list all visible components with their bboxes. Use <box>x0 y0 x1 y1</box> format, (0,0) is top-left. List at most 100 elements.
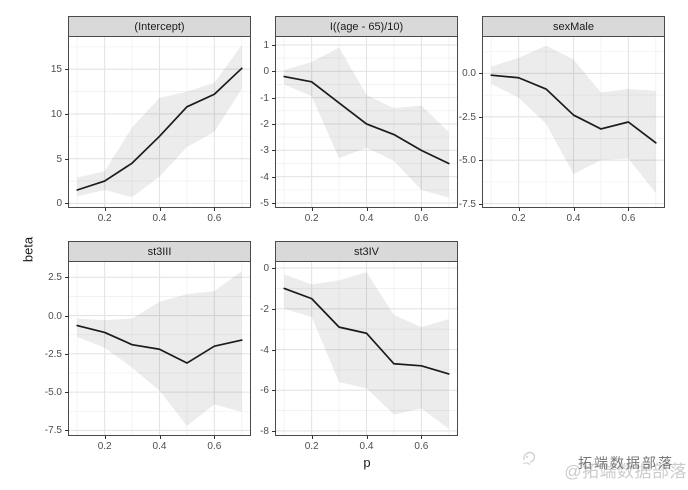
facet-panel-st3iii: st3III 2.5 0.0 -2.5 -5.0 -7.5 0.2 0.4 0.6 <box>45 241 251 452</box>
facet-plot-area: 0 -2 -4 -6 -8 0.2 0.4 0.6 <box>260 261 458 452</box>
x-tick-mark <box>214 435 216 439</box>
y-tick-label: -2 <box>260 303 269 315</box>
y-tick-label: 0.0 <box>462 68 476 80</box>
facet-panel-intercept: (Intercept) 15 10 5 0 0.2 0.4 0.6 <box>51 16 251 224</box>
x-axis-title: p <box>363 455 371 470</box>
y-tick-label: 10 <box>50 108 62 120</box>
y-tick-mark <box>65 203 69 205</box>
y-tick-label: 0 <box>263 66 269 78</box>
x-tick-mark <box>573 207 575 211</box>
y-tick-mark <box>272 176 276 178</box>
x-tick-mark <box>366 435 368 439</box>
x-tick-label: 0.6 <box>621 213 636 224</box>
y-tick-mark <box>272 97 276 99</box>
y-tick-label: -2 <box>260 118 269 130</box>
y-tick-mark <box>65 315 69 317</box>
facet-strip: (Intercept) <box>68 16 251 37</box>
facet-strip-label: (Intercept) <box>134 20 185 33</box>
y-tick-mark <box>272 71 276 73</box>
facet-panel-st3iv: st3IV 0 -2 -4 -6 -8 0.2 0.4 0.6 <box>260 241 458 452</box>
x-tick-mark <box>104 435 106 439</box>
y-tick-label: -5 <box>260 198 269 210</box>
y-tick-label: 15 <box>50 64 62 76</box>
x-tick-label: 0.2 <box>304 213 319 224</box>
facet-strip: sexMale <box>482 16 665 37</box>
facet-plot-svg <box>276 262 457 435</box>
watermark: @拓端数据部落 拓端数据部落 <box>518 436 688 488</box>
x-tick-mark <box>421 435 423 439</box>
y-tick-mark <box>479 160 483 162</box>
y-tick-label: -2.5 <box>44 348 62 360</box>
x-tick-label: 0.6 <box>414 213 429 224</box>
y-tick-label: 0 <box>263 263 269 275</box>
x-tick-label: 0.4 <box>359 213 374 224</box>
y-tick-mark <box>65 430 69 432</box>
y-tick-mark <box>479 203 483 205</box>
y-tick-label: -1 <box>260 92 269 104</box>
y-tick-label: -5.0 <box>44 387 62 399</box>
y-tick-label: -7.5 <box>44 425 62 437</box>
facet-panel-sexmale: sexMale 0.0 -2.5 -5.0 -7.5 0.2 0.4 0.6 <box>459 16 665 224</box>
scribble-logo-icon <box>522 451 536 466</box>
y-tick-label: -7.5 <box>458 198 476 210</box>
x-tick-mark <box>104 207 106 211</box>
y-tick-label: 1 <box>263 39 269 51</box>
x-tick-label: 0.6 <box>207 213 222 224</box>
x-tick-label: 0.4 <box>359 441 374 452</box>
x-tick-label: 0.4 <box>152 441 167 452</box>
x-tick-mark <box>366 207 368 211</box>
y-tick-mark <box>272 44 276 46</box>
x-tick-label: 0.6 <box>414 441 429 452</box>
x-tick-mark <box>159 435 161 439</box>
x-tick-label: 0.4 <box>566 213 581 224</box>
y-tick-mark <box>272 430 276 432</box>
y-tick-mark <box>65 392 69 394</box>
y-tick-mark <box>272 308 276 310</box>
facet-strip-label: st3III <box>147 245 172 258</box>
x-tick-mark <box>628 207 630 211</box>
facet-plot-svg <box>483 37 664 207</box>
y-tick-label: 2.5 <box>48 272 62 284</box>
y-tick-label: -4 <box>260 344 269 356</box>
facet-plot-svg <box>69 37 250 207</box>
x-tick-label: 0.2 <box>97 213 112 224</box>
y-tick-mark <box>65 277 69 279</box>
watermark-dark-text: 拓端数据部落 <box>578 455 674 471</box>
watermark-light-text: @拓端数据部落 <box>564 462 687 481</box>
y-tick-mark <box>65 113 69 115</box>
facet-strip: st3III <box>68 241 251 262</box>
x-tick-mark <box>518 207 520 211</box>
y-tick-mark <box>272 203 276 205</box>
facet-plot-svg <box>276 37 457 207</box>
facet-plot-area: 15 10 5 0 0.2 0.4 0.6 <box>51 36 251 224</box>
x-tick-label: 0.6 <box>207 441 222 452</box>
facet-strip: I((age - 65)/10) <box>275 16 458 37</box>
y-tick-label: -2.5 <box>458 111 476 123</box>
x-tick-label: 0.4 <box>152 213 167 224</box>
facet-strip-label: st3IV <box>353 245 380 258</box>
x-tick-mark <box>159 207 161 211</box>
y-tick-label: 0 <box>56 198 62 210</box>
y-tick-mark <box>272 390 276 392</box>
x-tick-label: 0.2 <box>511 213 526 224</box>
y-tick-label: -8 <box>260 425 269 437</box>
facet-strip-label: I((age - 65)/10) <box>329 20 404 33</box>
facet-plot-area: 0.0 -2.5 -5.0 -7.5 0.2 0.4 0.6 <box>459 36 665 224</box>
y-tick-label: -4 <box>260 171 269 183</box>
y-tick-mark <box>272 349 276 351</box>
x-tick-mark <box>214 207 216 211</box>
y-tick-mark <box>479 116 483 118</box>
x-tick-label: 0.2 <box>304 441 319 452</box>
facet-plot-area: 2.5 0.0 -2.5 -5.0 -7.5 0.2 0.4 0.6 <box>45 261 251 452</box>
y-tick-mark <box>272 123 276 125</box>
x-tick-mark <box>311 207 313 211</box>
y-axis-title: beta <box>20 236 36 263</box>
facet-plot-area: 1 0 -1 -2 -3 -4 -5 0.2 0.4 0.6 <box>260 36 458 224</box>
y-tick-label: -6 <box>260 385 269 397</box>
y-tick-label: -5.0 <box>458 155 476 167</box>
y-tick-mark <box>272 150 276 152</box>
y-tick-mark <box>65 353 69 355</box>
y-tick-mark <box>65 158 69 160</box>
y-tick-mark <box>65 69 69 71</box>
